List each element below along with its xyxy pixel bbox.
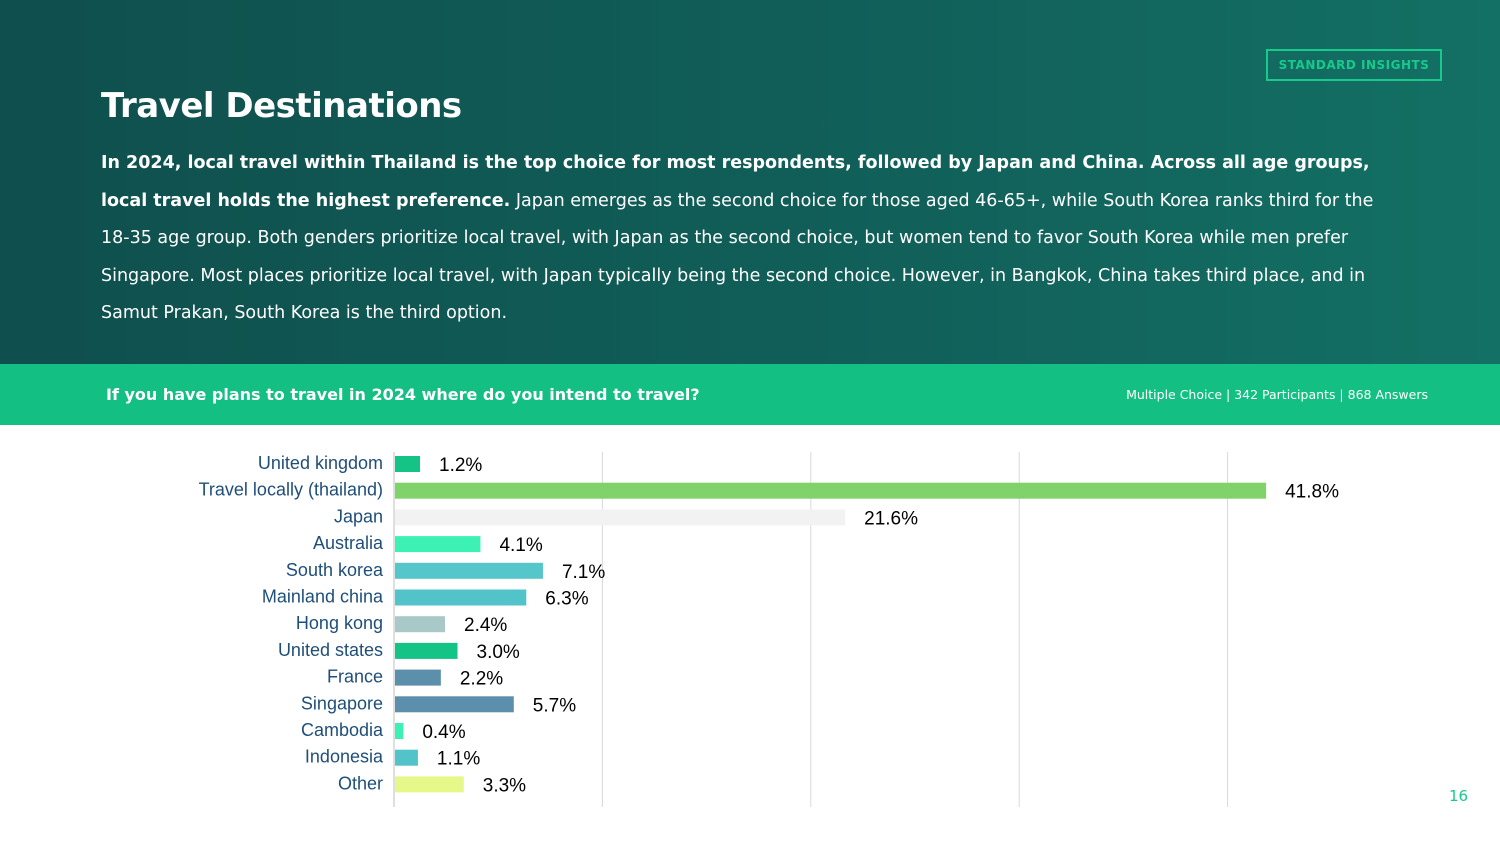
bar	[395, 536, 481, 553]
summary-text: In 2024, local travel within Thailand is…	[101, 145, 1401, 333]
data-label: 0.4%	[422, 722, 465, 743]
bar	[395, 456, 421, 472]
summary-bold: In 2024, local travel within Thailand is…	[101, 153, 1370, 211]
category-label: Travel locally (thailand)	[199, 480, 383, 500]
bar	[395, 562, 543, 579]
bar	[395, 482, 1267, 499]
hero-banner: STANDARD INSIGHTS Travel Destinations In…	[0, 0, 1500, 364]
category-label: Cambodia	[301, 720, 384, 740]
data-label: 41.8%	[1285, 482, 1339, 503]
category-label: Singapore	[301, 693, 383, 713]
data-label: 1.1%	[437, 749, 480, 770]
bar	[395, 509, 846, 526]
data-label: 6.3%	[545, 589, 588, 610]
data-label: 3.3%	[483, 775, 526, 796]
data-label: 3.0%	[477, 642, 520, 663]
category-label: France	[327, 667, 383, 687]
bar	[395, 723, 404, 739]
category-label: Indonesia	[305, 747, 384, 767]
bar	[395, 749, 418, 766]
bar	[395, 669, 441, 686]
bar-chart: United kingdom 1.2% Travel locally (thaila…	[199, 452, 1339, 807]
data-label: 2.4%	[464, 615, 507, 636]
category-label: South korea	[286, 560, 384, 580]
category-label: Japan	[334, 506, 383, 526]
category-label: Other	[338, 773, 383, 793]
bar	[395, 776, 464, 793]
data-label: 4.1%	[499, 535, 542, 556]
category-label: Hong kong	[296, 613, 383, 633]
data-label: 2.2%	[460, 669, 503, 690]
data-label: 1.2%	[439, 455, 482, 476]
summary-rest: Japan emerges as the second choice for t…	[101, 190, 1374, 324]
bar	[395, 696, 514, 713]
data-label: 21.6%	[864, 508, 918, 529]
bar	[395, 616, 446, 633]
standard-insights-badge: STANDARD INSIGHTS	[1266, 49, 1442, 81]
question-bar: If you have plans to travel in 2024 wher…	[0, 364, 1500, 425]
data-label: 5.7%	[533, 695, 576, 716]
question-text: If you have plans to travel in 2024 wher…	[106, 385, 700, 404]
question-meta: Multiple Choice | 342 Participants | 868…	[1126, 387, 1428, 402]
bar	[395, 589, 527, 606]
category-label: United states	[278, 640, 383, 660]
category-label: United kingdom	[258, 453, 383, 473]
page-number: 16	[1449, 787, 1469, 805]
data-label: 7.1%	[562, 562, 605, 583]
page-title: Travel Destinations	[101, 86, 462, 126]
category-label: Australia	[313, 533, 384, 553]
category-label: Mainland china	[262, 587, 384, 607]
bar	[395, 642, 458, 659]
